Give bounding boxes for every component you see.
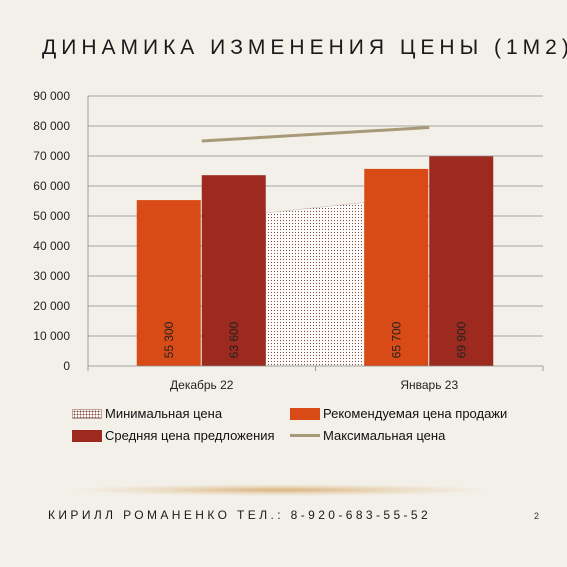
legend-swatch-max [290,434,320,437]
bars [136,156,494,366]
data-label: 65 700 [389,321,403,358]
y-tick-label: 80 000 [33,119,70,133]
legend-swatch-min [72,408,102,419]
page-number: 2 [534,511,540,521]
legend-swatch-average [72,429,102,442]
y-tick-label: 70 000 [33,149,70,163]
bar-average [201,175,266,366]
legend-label-max: Максимальная цена [323,428,446,443]
y-tick-label: 60 000 [33,179,70,193]
axes [87,96,544,371]
chart-legend: Минимальная цена Рекомендуемая цена прод… [72,406,510,443]
max-price-line-path [201,126,430,143]
y-tick-label: 90 000 [33,89,70,103]
min-price-area [265,202,365,367]
x-tick-label: Декабрь 22 [170,378,234,392]
x-axis-ticks: Декабрь 22 Январь 23 [170,378,458,392]
data-label: 55 300 [162,321,176,358]
legend-item-average: Средняя цена предложения [72,428,290,443]
y-tick-label: 20 000 [33,299,70,313]
slide-title: ДИНАМИКА ИЗМЕНЕНИЯ ЦЕНЫ (1М2) [42,36,567,59]
legend-label-recommended: Рекомендуемая цена продажи [323,406,508,421]
y-axis-ticks: 0 10 000 20 000 30 000 40 000 50 000 60 000 70 … [33,89,70,373]
data-label: 63 600 [227,321,241,358]
legend-item-min: Минимальная цена [72,406,290,421]
decorative-glow [70,484,490,496]
y-tick-label: 50 000 [33,209,70,223]
y-tick-label: 10 000 [33,329,70,343]
y-tick-label: 0 [63,359,70,373]
footer-contact: КИРИЛЛ РОМАНЕНКО ТЕЛ.: 8-920-683-55-52 [48,508,432,522]
data-labels: 55 300 63 600 65 700 69 900 [162,321,469,358]
y-tick-label: 40 000 [33,239,70,253]
bar-average [429,156,494,366]
legend-item-recommended: Рекомендуемая цена продажи [290,406,510,421]
legend-item-max: Максимальная цена [290,428,510,443]
bar-recommended [364,168,429,366]
x-tick-label: Январь 23 [400,378,458,392]
y-tick-label: 30 000 [33,269,70,283]
legend-label-min: Минимальная цена [105,406,223,421]
legend-swatch-recommended [290,407,320,420]
legend-label-average: Средняя цена предложения [105,428,275,443]
price-dynamics-chart: 0 10 000 20 000 30 000 40 000 50 000 60 000 70 … [33,89,544,392]
max-price-line [201,126,430,143]
min-price-area-shape [265,202,365,367]
data-label: 69 900 [454,321,468,358]
bar-recommended [136,200,201,366]
